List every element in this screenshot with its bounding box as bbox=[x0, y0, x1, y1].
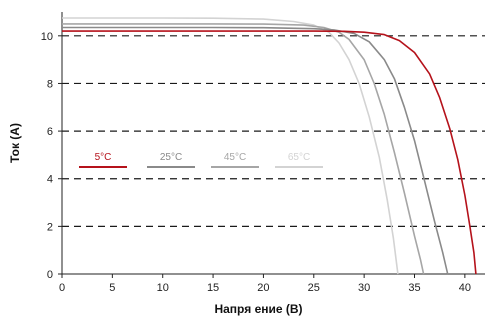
x-tick-label: 5 bbox=[109, 282, 115, 294]
x-tick-label: 10 bbox=[157, 282, 169, 294]
x-tick-label: 15 bbox=[207, 282, 219, 294]
x-tick-label: 0 bbox=[59, 282, 65, 294]
tick-labels: 0 5 10 15 20 25 30 35 40 0 2 4 6 8 10 bbox=[41, 31, 471, 294]
y-tick-label: 10 bbox=[41, 31, 53, 43]
y-tick-label: 0 bbox=[47, 269, 53, 281]
y-tick-label: 6 bbox=[47, 126, 53, 138]
y-axis-title: Ток (А) bbox=[8, 123, 22, 163]
legend-label: 25°C bbox=[160, 152, 182, 163]
series-line bbox=[62, 17, 399, 275]
legend-label: 5°C bbox=[95, 152, 112, 163]
series-lines bbox=[62, 17, 477, 275]
y-tick-label: 2 bbox=[47, 221, 53, 233]
legend-label: 45°C bbox=[224, 152, 246, 163]
x-tick-label: 30 bbox=[358, 282, 370, 294]
y-tick-label: 4 bbox=[47, 174, 53, 186]
x-tick-label: 40 bbox=[459, 282, 471, 294]
grid-lines bbox=[62, 35, 485, 227]
legend-label: 65°C bbox=[288, 152, 310, 163]
y-tick-label: 8 bbox=[47, 78, 53, 90]
x-axis-title: Напря ение (В) bbox=[214, 302, 302, 316]
x-tick-label: 25 bbox=[308, 282, 320, 294]
x-tick-label: 35 bbox=[408, 282, 420, 294]
series-line bbox=[62, 26, 449, 275]
x-tick-label: 20 bbox=[257, 282, 269, 294]
axes bbox=[61, 12, 485, 275]
series-line bbox=[62, 30, 477, 275]
legend: 5°C 25°C 45°C 65°C bbox=[79, 152, 323, 168]
series-line bbox=[62, 23, 425, 275]
